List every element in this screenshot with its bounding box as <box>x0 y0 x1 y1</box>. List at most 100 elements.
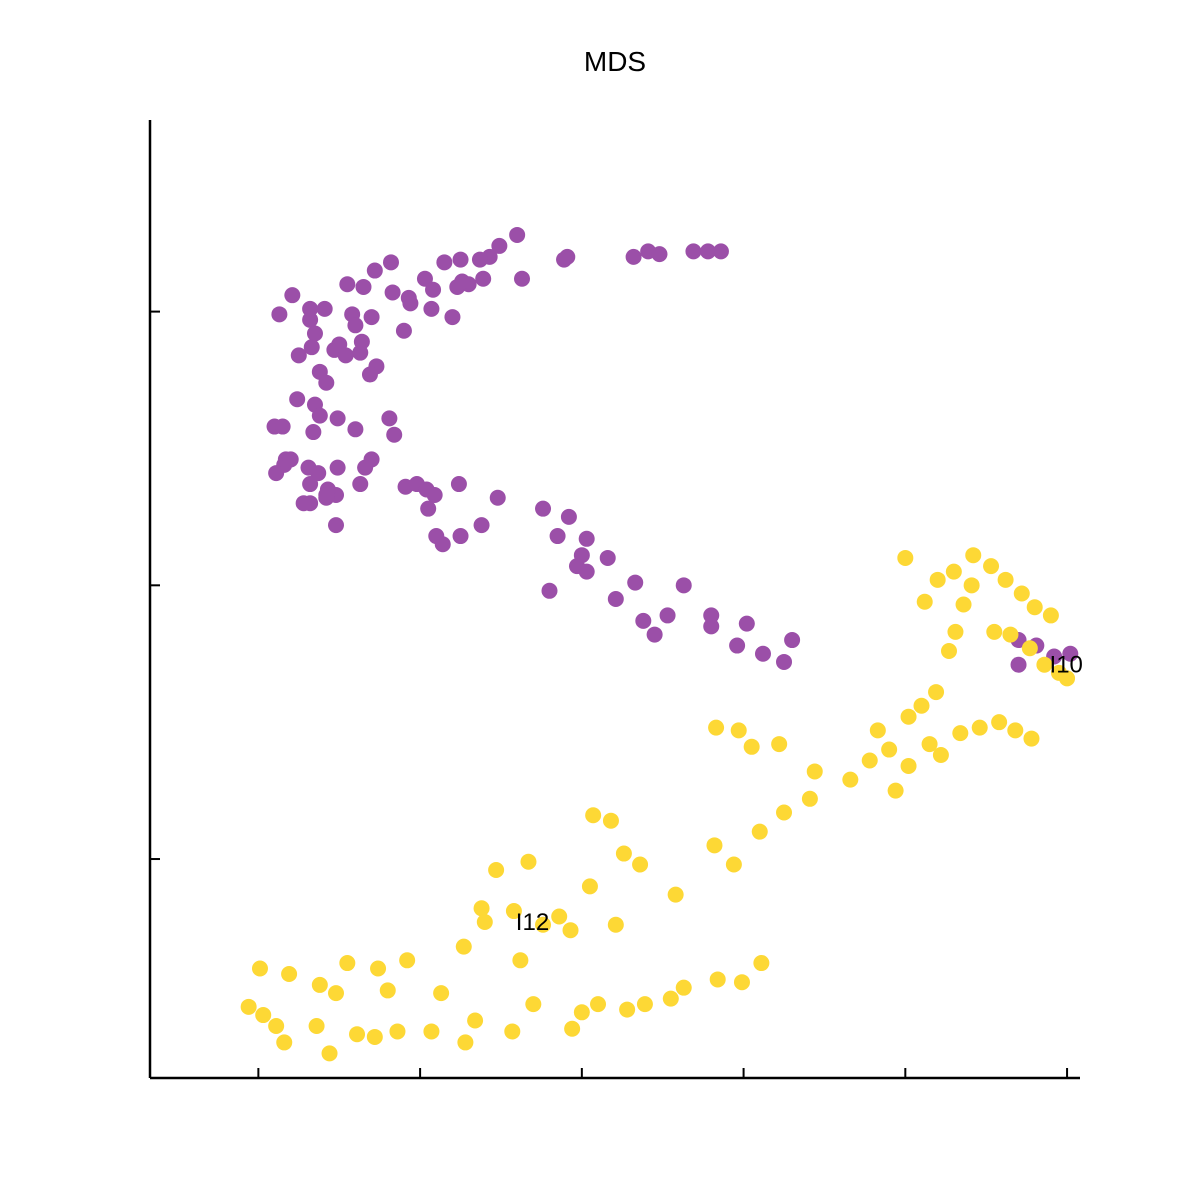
data-point <box>685 243 702 260</box>
data-point <box>712 243 729 260</box>
data-point <box>455 938 472 955</box>
data-point <box>562 922 579 939</box>
data-point <box>255 1007 272 1024</box>
data-point <box>549 528 566 545</box>
data-point <box>709 971 726 988</box>
data-point <box>426 486 443 503</box>
data-point <box>913 697 930 714</box>
data-point <box>328 985 344 1002</box>
data-point <box>625 248 642 265</box>
data-point <box>452 251 469 268</box>
data-points <box>240 226 1079 1062</box>
data-point <box>900 708 917 725</box>
data-point <box>363 309 380 326</box>
data-point <box>274 418 291 435</box>
data-point <box>627 574 644 591</box>
data-point <box>751 823 768 840</box>
data-point <box>585 807 602 824</box>
data-point <box>306 325 323 342</box>
legend: I10 I12 <box>516 652 1083 936</box>
data-point <box>560 508 577 525</box>
data-point <box>599 549 616 566</box>
data-point <box>268 1017 285 1034</box>
data-point <box>607 916 624 933</box>
data-point <box>452 528 469 545</box>
data-point <box>776 653 793 670</box>
data-point <box>659 607 676 624</box>
data-point <box>619 1001 636 1018</box>
data-point <box>361 366 378 383</box>
data-point <box>420 500 437 517</box>
data-point <box>337 347 354 364</box>
data-point <box>379 982 396 999</box>
data-point <box>897 549 914 566</box>
data-point <box>352 476 369 493</box>
data-point <box>1023 730 1040 747</box>
data-point <box>578 530 595 547</box>
data-point <box>615 845 632 862</box>
data-point <box>646 626 663 643</box>
data-point <box>329 459 346 476</box>
data-point <box>416 270 433 287</box>
data-point <box>928 684 945 701</box>
data-point <box>842 771 859 788</box>
data-point <box>328 517 344 534</box>
chart-title: MDS <box>584 46 646 77</box>
data-point <box>251 960 268 977</box>
data-point <box>303 339 320 356</box>
data-point <box>869 722 886 739</box>
data-point <box>887 782 904 799</box>
data-point <box>535 500 552 517</box>
data-point <box>509 226 526 243</box>
data-point <box>425 281 442 298</box>
data-point <box>302 476 319 493</box>
data-point <box>355 278 372 295</box>
data-point <box>276 1034 293 1051</box>
data-point <box>738 615 755 632</box>
data-point <box>784 632 801 649</box>
data-point <box>308 1017 325 1034</box>
data-point <box>436 254 453 271</box>
data-point <box>900 757 917 774</box>
data-point <box>353 333 370 350</box>
data-point <box>1021 640 1038 657</box>
data-point <box>433 985 450 1002</box>
data-point <box>300 459 317 476</box>
data-point <box>434 536 451 553</box>
data-point <box>1059 670 1076 687</box>
data-point <box>986 623 1003 640</box>
data-point <box>471 251 488 268</box>
data-point <box>940 643 957 660</box>
series-label: I12 <box>516 909 549 936</box>
data-point <box>318 374 335 391</box>
data-point <box>349 1026 366 1043</box>
data-point <box>1010 656 1027 673</box>
data-point <box>366 262 383 279</box>
data-point <box>635 612 652 629</box>
data-point <box>955 596 972 613</box>
data-point <box>1013 585 1030 602</box>
data-point <box>632 856 649 873</box>
data-point <box>578 563 595 580</box>
data-point <box>450 476 467 493</box>
data-point <box>311 407 328 424</box>
data-point <box>476 913 493 930</box>
data-point <box>708 719 725 736</box>
data-point <box>512 952 529 969</box>
axes <box>148 120 1080 1080</box>
data-point <box>520 853 537 870</box>
data-point <box>318 486 335 503</box>
data-point <box>921 736 938 753</box>
data-point <box>730 722 747 739</box>
data-point <box>488 861 505 878</box>
series-label: I10 <box>1050 652 1083 679</box>
series-I12 <box>240 547 1076 1062</box>
data-point <box>535 916 552 933</box>
data-point <box>384 284 401 301</box>
data-point <box>932 747 949 764</box>
data-point <box>423 1023 440 1040</box>
data-point <box>339 276 356 293</box>
data-point <box>916 593 933 610</box>
data-point <box>467 1012 484 1029</box>
data-point <box>861 752 878 769</box>
